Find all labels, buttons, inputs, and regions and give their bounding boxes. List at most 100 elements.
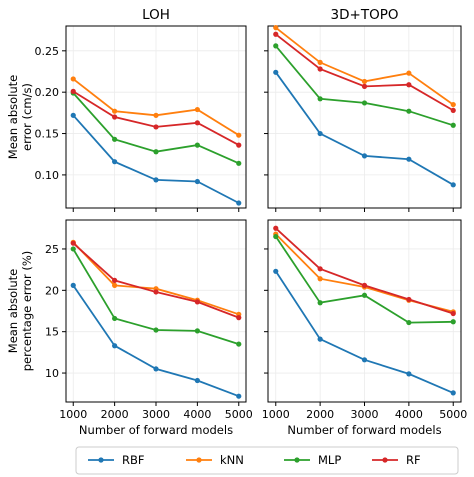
data-point-rf: [236, 142, 242, 148]
data-point-rf: [194, 299, 200, 305]
data-point-rbf: [273, 69, 279, 75]
data-point-rf: [450, 107, 456, 113]
y-tick-label: 25: [45, 243, 59, 256]
legend-marker: [294, 457, 300, 463]
data-point-rf: [450, 310, 456, 317]
data-point-rbf: [406, 156, 412, 162]
legend-entry-rbf: RBF: [88, 453, 145, 467]
data-point-mlp: [361, 292, 368, 298]
data-point-mlp: [153, 327, 159, 333]
data-point-mlp: [317, 300, 323, 306]
x-axis-label: Number of forward models: [287, 423, 441, 437]
y-tick-label: 0.10: [35, 169, 60, 182]
data-point-knn: [361, 78, 368, 85]
legend-frame: [75, 446, 459, 475]
series-knn: [70, 76, 242, 138]
data-point-mlp: [70, 246, 76, 252]
data-point-rbf: [70, 282, 76, 288]
data-point-mlp: [450, 319, 456, 325]
series-rbf: [70, 282, 242, 399]
data-point-mlp: [112, 136, 118, 142]
x-tick-label: 4000: [395, 408, 423, 421]
data-point-rf: [236, 315, 242, 321]
data-point-rbf: [317, 130, 323, 137]
x-tick-label: 1000: [59, 408, 87, 421]
data-point-rbf: [70, 112, 76, 118]
data-point-mlp: [194, 328, 200, 334]
data-point-rf: [361, 83, 368, 89]
data-point-rbf: [153, 177, 159, 183]
data-point-mlp: [273, 233, 279, 240]
x-tick-label: 2000: [306, 408, 334, 421]
data-point-rf: [194, 120, 200, 126]
data-point-rf: [112, 114, 118, 120]
y-axis-label: Mean absolute: [6, 269, 20, 353]
data-point-mlp: [194, 142, 200, 148]
data-point-rbf: [317, 336, 323, 342]
data-point-mlp: [406, 319, 412, 326]
y-axis-label: Mean absolute: [6, 75, 20, 159]
data-point-rf: [70, 88, 76, 94]
legend-marker: [196, 457, 202, 463]
x-tick-label: 3000: [351, 408, 379, 421]
y-tick-label: 15: [45, 326, 59, 339]
data-point-rbf: [450, 182, 456, 188]
data-point-mlp: [450, 122, 456, 128]
legend-label: kNN: [220, 453, 244, 467]
data-point-rbf: [236, 393, 242, 399]
series-knn: [273, 25, 456, 108]
series-mlp: [70, 90, 242, 166]
data-point-rbf: [153, 366, 159, 372]
series-mlp: [273, 43, 456, 128]
data-point-knn: [406, 70, 412, 76]
data-point-rf: [273, 225, 279, 231]
panel-title: 3D+TOPO: [331, 7, 399, 23]
legend-marker: [382, 457, 388, 463]
panel-topo-mape: 1000 2000 3000 4000 5000 Number of forward mo…: [262, 219, 467, 437]
x-tick-label: 5000: [225, 408, 253, 421]
data-point-rbf: [194, 178, 200, 185]
legend-label: MLP: [318, 453, 341, 467]
x-tick-label: 5000: [439, 408, 467, 421]
data-point-knn: [112, 282, 118, 288]
y-tick-label: 0.25: [35, 45, 60, 58]
data-point-knn: [450, 101, 456, 108]
x-tick-label: 2000: [101, 408, 129, 421]
series-rf: [273, 225, 456, 317]
y-tick-label: 0.20: [35, 86, 60, 99]
data-point-rf: [273, 31, 279, 37]
series-rf: [70, 88, 242, 148]
series-rbf: [70, 112, 242, 206]
panel-loh-mae: 0.10 0.15 0.20 0.25 LOH: [35, 7, 247, 212]
y-tick-label: 20: [45, 284, 59, 297]
data-point-mlp: [273, 43, 279, 49]
series-rf: [70, 240, 242, 321]
data-point-rf: [153, 289, 159, 295]
data-point-rbf: [194, 377, 200, 384]
legend-entry-knn: kNN: [186, 453, 244, 467]
data-point-mlp: [236, 160, 242, 166]
panel-topo-mae: 3D+TOPO: [264, 7, 462, 212]
series-mlp: [273, 233, 456, 326]
data-point-knn: [70, 76, 76, 82]
y-axis-label: percentage error (%): [20, 251, 34, 372]
data-point-rbf: [361, 153, 368, 159]
data-point-knn: [112, 108, 118, 114]
legend-entry-rf: RF: [372, 453, 421, 467]
series-rbf: [273, 268, 456, 396]
legend-label: RF: [406, 453, 421, 467]
panel-loh-mape: 10 15 20 25 1000 2000 3000 4000 5000 Number of fo…: [45, 219, 253, 437]
series-rf: [273, 31, 456, 113]
data-point-rf: [317, 66, 323, 72]
data-point-mlp: [236, 341, 242, 347]
x-tick-label: 3000: [142, 408, 170, 421]
data-point-rbf: [450, 390, 456, 396]
data-point-rbf: [236, 200, 242, 206]
y-axis-label: error (cm/s): [20, 83, 34, 151]
data-point-mlp: [317, 96, 323, 102]
legend-marker: [98, 457, 104, 463]
data-point-mlp: [112, 315, 118, 322]
data-point-rf: [406, 82, 412, 88]
data-point-mlp: [153, 149, 159, 155]
